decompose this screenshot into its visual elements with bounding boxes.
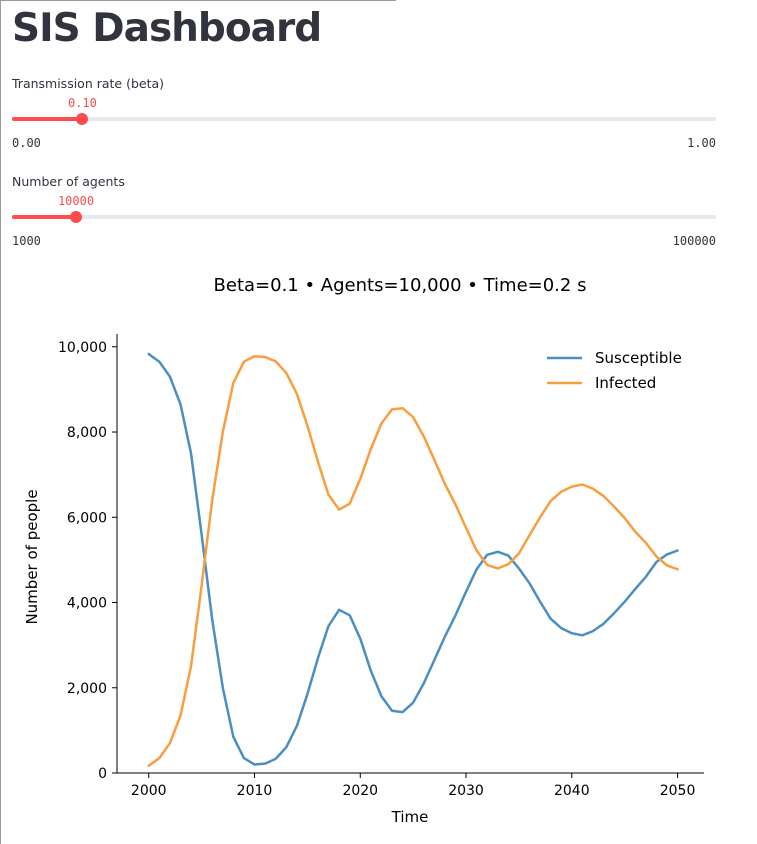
chart-series: [147, 352, 679, 768]
y-tick-label: 6,000: [67, 510, 107, 526]
slider-thumb[interactable]: [76, 113, 89, 125]
slider-min-label: 0.00: [12, 136, 41, 150]
slider-value: 0.10: [67, 96, 97, 110]
legend-label-susceptible: Susceptible: [595, 349, 682, 367]
y-tick-label: 4,000: [67, 596, 107, 612]
x-tick-label: 2020: [342, 783, 378, 799]
slider-value: 10000: [57, 194, 95, 208]
x-tick-label: 2050: [660, 783, 696, 799]
slider-max-label: 100000: [672, 234, 716, 248]
slider-min-label: 1000: [12, 234, 41, 248]
page-title: SIS Dashboard: [12, 6, 322, 51]
y-tick-label: 2,000: [67, 681, 107, 697]
series-line-infected: [147, 354, 679, 768]
window-border-top: [0, 0, 396, 1]
y-axis-label: Number of people: [23, 489, 41, 624]
legend-label-infected: Infected: [595, 374, 656, 392]
x-tick-label: 2030: [448, 783, 484, 799]
y-tick-label: 0: [98, 766, 107, 782]
slider-label: Number of agents: [12, 174, 125, 189]
slider-fill: [12, 117, 83, 121]
chart-axes: 2000 2010 2020 2030 2040 2050 0 2,000 4,000 6,000…: [58, 334, 704, 799]
x-tick-label: 2000: [131, 783, 167, 799]
y-tick-label: 8,000: [67, 425, 107, 441]
slider-fill: [12, 215, 76, 219]
x-tick-label: 2040: [554, 783, 590, 799]
window-border-left: [0, 0, 1, 844]
series-line-susceptible: [147, 352, 679, 766]
x-tick-label: 2010: [237, 783, 273, 799]
chart-title: Beta=0.1 • Agents=10,000 • Time=0.2 s: [213, 275, 587, 296]
slider-label: Transmission rate (beta): [12, 76, 165, 91]
slider-track[interactable]: [12, 211, 716, 223]
y-tick-label: 10,000: [58, 340, 107, 356]
slider-max-label: 1.00: [687, 136, 716, 150]
slider-thumb[interactable]: [70, 211, 82, 223]
slider-track[interactable]: [12, 113, 716, 125]
chart-legend: Susceptible Infected: [547, 349, 682, 392]
x-axis-label: Time: [391, 808, 429, 826]
